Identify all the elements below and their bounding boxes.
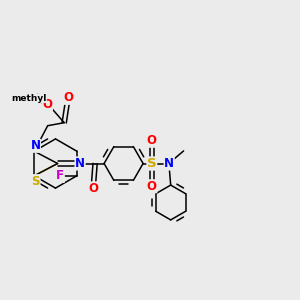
Text: N: N (30, 139, 40, 152)
Text: F: F (56, 169, 64, 182)
Text: S: S (147, 157, 157, 170)
Text: O: O (88, 182, 99, 195)
Text: methyl: methyl (27, 97, 32, 98)
Text: O: O (42, 98, 52, 111)
Text: methyl: methyl (11, 94, 46, 103)
Text: N: N (164, 157, 174, 170)
Text: O: O (147, 134, 157, 147)
Text: N: N (75, 157, 85, 170)
Text: S: S (32, 175, 40, 188)
Text: O: O (147, 180, 157, 193)
Text: O: O (63, 91, 73, 104)
